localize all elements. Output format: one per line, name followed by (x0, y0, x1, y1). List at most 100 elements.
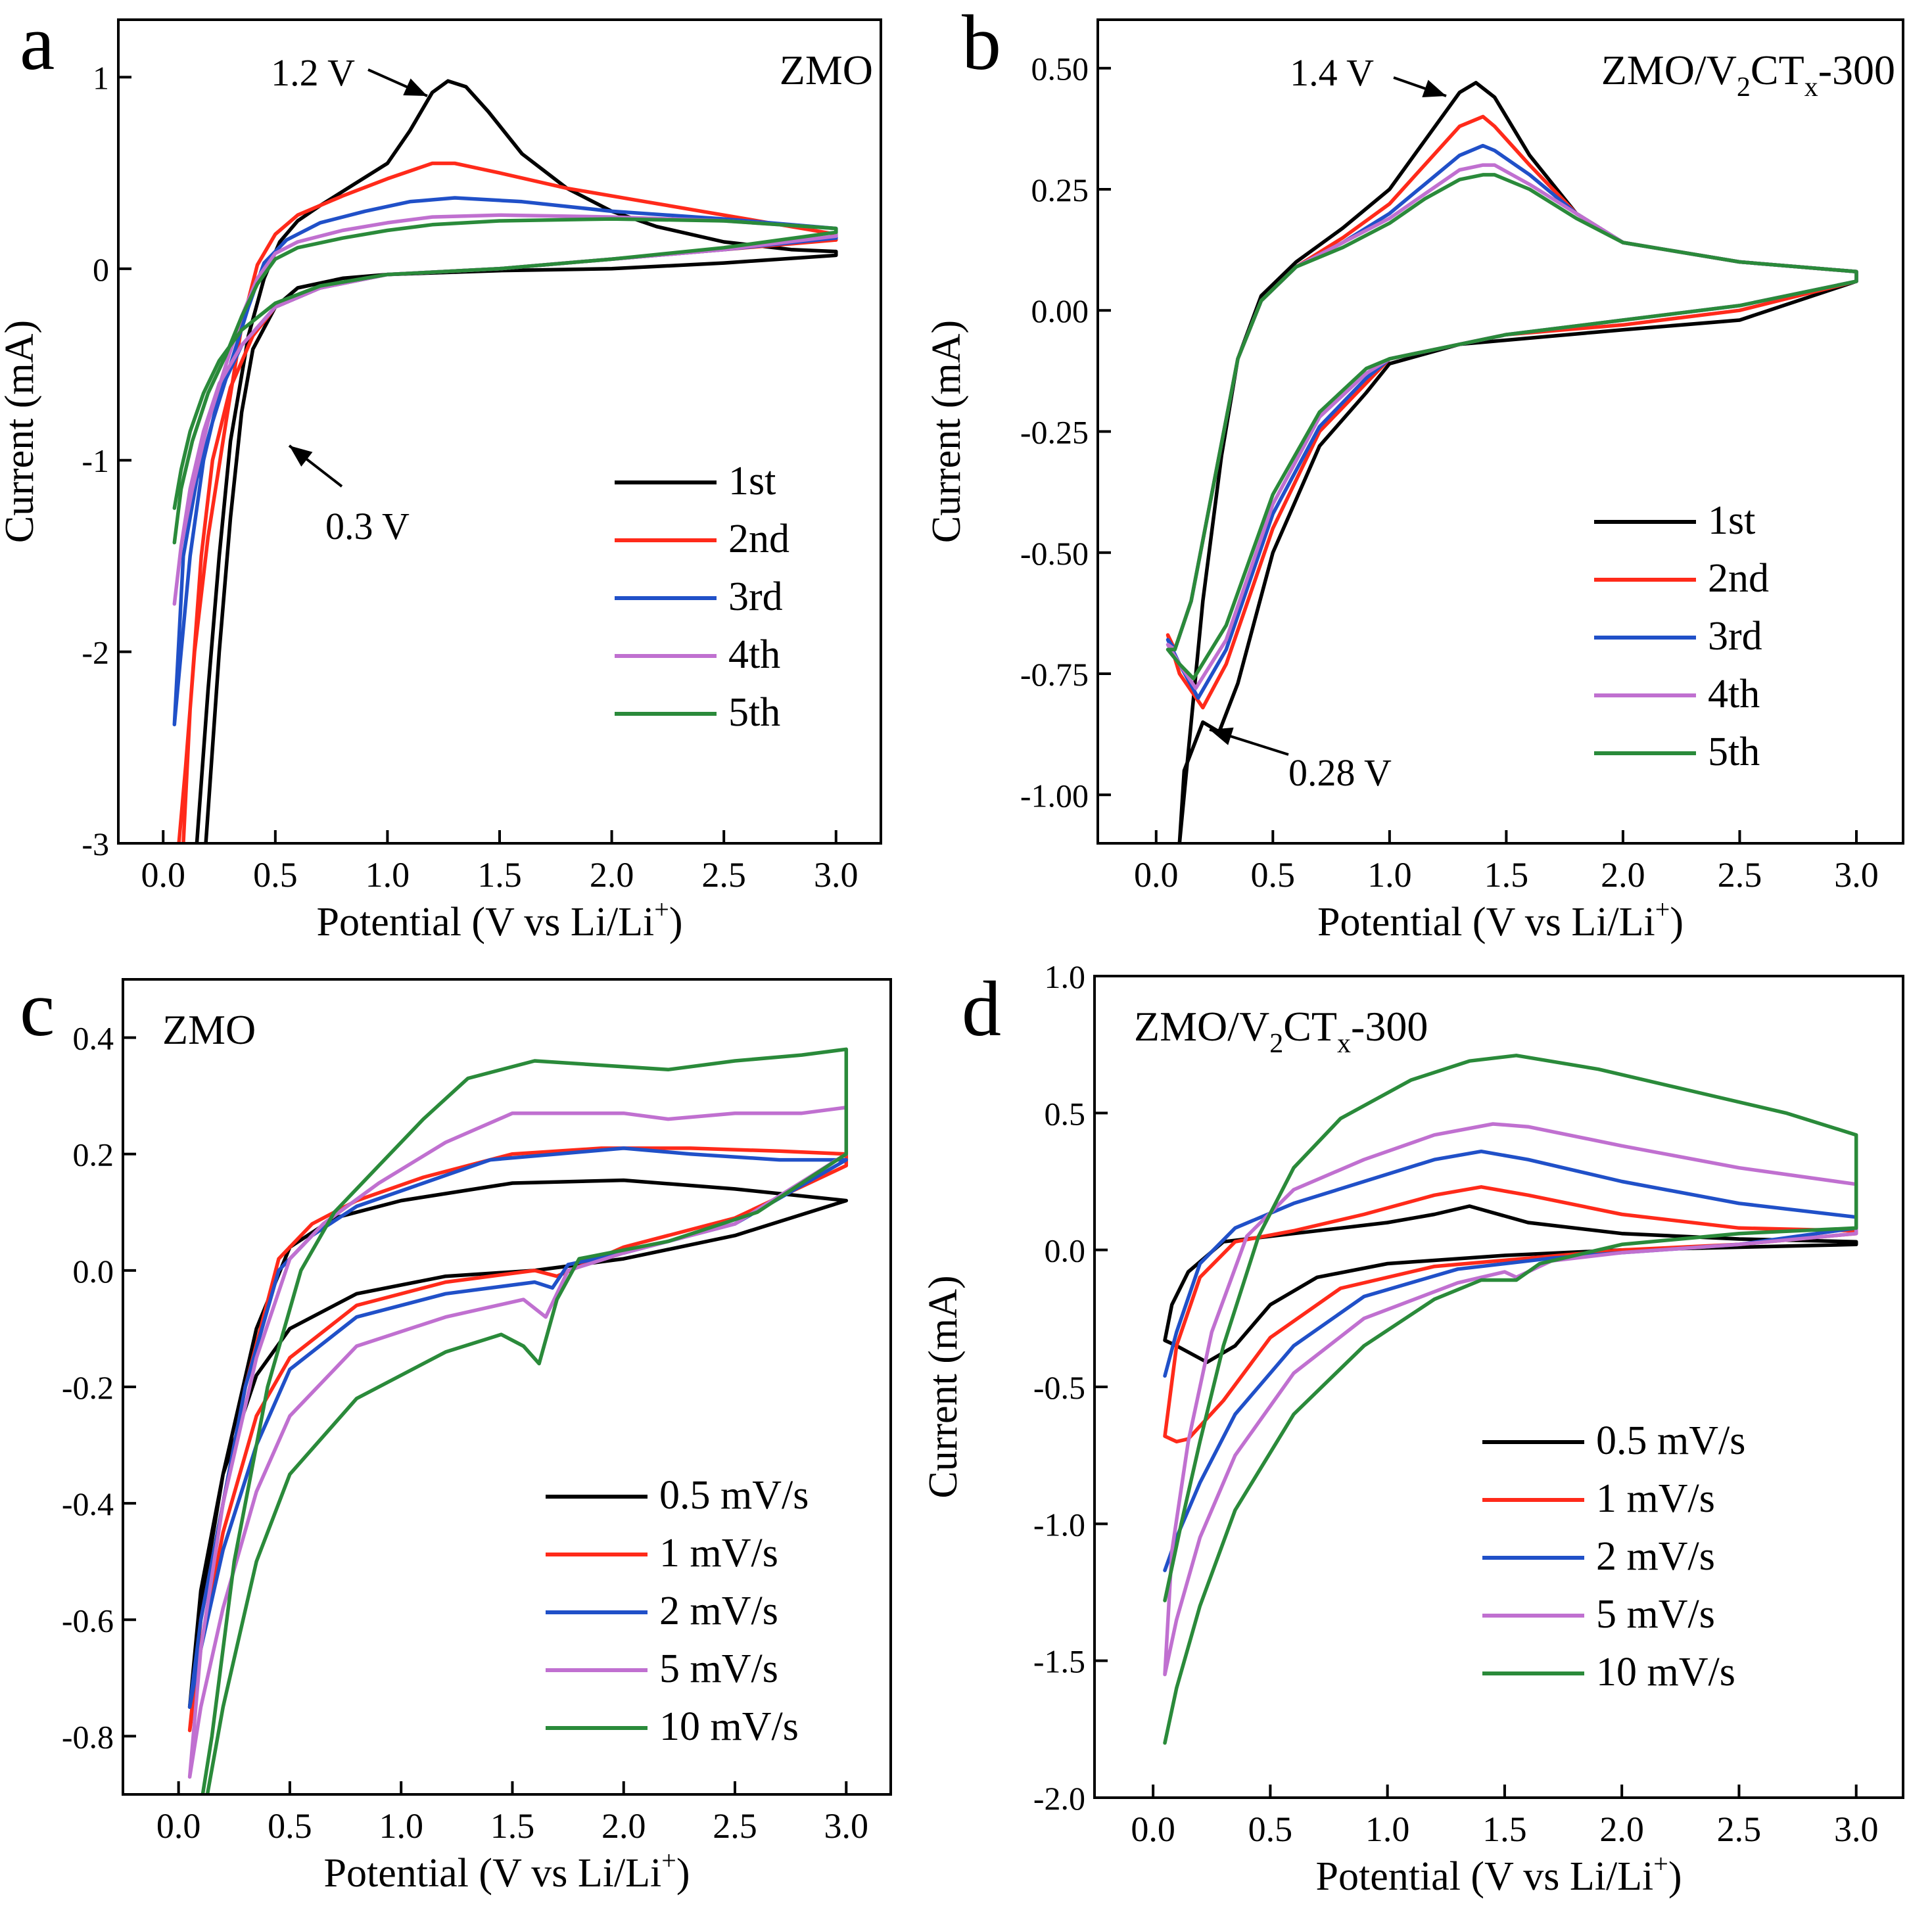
chart-panel-b: 0.0 0.5 1.0 1.5 2.0 2.5 3.0 0.50 0.25 0.00 -0.25 -0… (924, 0, 1904, 945)
x-tick-label: 2.0 (1599, 1810, 1644, 1849)
annotation-arrow-head (289, 446, 313, 467)
x-tick-label: 0.5 (268, 1806, 312, 1846)
legend: 0.5 mV/s 1 mV/s 2 mV/s 5 mV/s 10 mV/s (546, 1473, 809, 1749)
legend-label: 3rd (1708, 614, 1762, 659)
panel-label: c (20, 965, 55, 1052)
sample-label-suffix: -300 (1818, 47, 1895, 93)
y-tick-label: 0.0 (1045, 1232, 1086, 1269)
series-curve (1163, 1185, 1858, 1444)
x-axis-label: Potential (V vs Li/Li+) (324, 1846, 690, 1896)
x-axis-label-close: ) (676, 1851, 690, 1896)
y-tick-label: 0.0 (73, 1253, 114, 1290)
annotation-label: 1.4 V (1290, 51, 1374, 94)
series-curve (1166, 163, 1858, 690)
x-tick-label: 0.0 (1131, 1810, 1175, 1849)
legend-label: 2 mV/s (1596, 1534, 1715, 1579)
y-tick-label: 0.00 (1031, 292, 1089, 329)
x-tick-label: 1.5 (1482, 1810, 1527, 1849)
legend-label: 3rd (728, 574, 783, 619)
x-axis-label-close: ) (669, 900, 683, 945)
x-tick-label: 3.0 (1834, 855, 1879, 895)
sample-label: ZMO/V2CTx-300 (1601, 47, 1895, 103)
y-tick-label: -1 (82, 442, 109, 479)
sample-label-main: ZMO (162, 1006, 256, 1053)
sample-label-suffix: -300 (1351, 1003, 1428, 1050)
y-tick-label: -0.75 (1020, 656, 1089, 693)
sample-label-subscript: 2 (1737, 72, 1751, 103)
y-tick-label: 0 (93, 251, 109, 288)
sample-label: ZMO (780, 47, 873, 93)
sample-label-subscript: x (1804, 72, 1818, 103)
x-tick-label: 2.5 (1717, 1810, 1762, 1849)
legend-label: 10 mV/s (1596, 1650, 1735, 1694)
y-tick-label: -3 (82, 826, 109, 862)
x-tick-label: 3.0 (814, 855, 859, 895)
x-tick-label: 2.5 (1718, 855, 1762, 895)
x-axis-label: Potential (V vs Li/Li+) (317, 895, 683, 945)
y-tick-label: 0.4 (73, 1020, 114, 1057)
x-tick-label: 1.0 (379, 1806, 423, 1846)
legend-label: 2 mV/s (659, 1589, 778, 1633)
annotation-arrow-head (403, 78, 427, 96)
annotation: 0.28 V (1209, 727, 1392, 794)
y-tick-label: -1.0 (1033, 1506, 1085, 1543)
x-tick-label: 0.5 (253, 855, 298, 895)
y-tick-label: -2.0 (1033, 1780, 1085, 1817)
x-axis-label: Potential (V vs Li/Li+) (1316, 1849, 1682, 1899)
x-axis-label-close: ) (1670, 900, 1684, 945)
x-tick-label: 2.5 (701, 855, 746, 895)
x-tick-label: 1.5 (1484, 855, 1529, 895)
series-curve (172, 217, 838, 545)
legend: 1st 2nd 3rd 4th 5th (615, 459, 789, 735)
panel-label: d (962, 965, 1001, 1052)
x-axis-label-superscript: + (1653, 1849, 1668, 1879)
legend-label: 1st (728, 459, 776, 503)
sample-label-subscript: 2 (1269, 1029, 1283, 1059)
y-tick-label: 0.2 (73, 1136, 114, 1173)
series-curve (200, 1047, 849, 1793)
y-tick-label: 1.0 (1045, 958, 1086, 995)
x-tick-label: 2.0 (601, 1806, 646, 1846)
annotation: 0.3 V (288, 444, 410, 548)
x-tick-label: 3.0 (1834, 1810, 1879, 1849)
y-axis-label: Current (mA) (0, 320, 42, 543)
legend-label: 5th (728, 690, 780, 735)
y-tick-label: -0.8 (62, 1718, 114, 1755)
x-tick-label: 0.0 (1134, 855, 1179, 895)
panel-label: b (962, 0, 1001, 86)
y-tick-label: 1 (93, 59, 109, 96)
annotation-label: 0.3 V (325, 505, 410, 548)
x-tick-label: 1.0 (365, 855, 410, 895)
y-axis-label: Current (mA) (921, 1275, 966, 1498)
legend-label: 0.5 mV/s (659, 1473, 809, 1518)
legend-label: 0.5 mV/s (1596, 1418, 1745, 1463)
y-tick-label: -0.2 (62, 1369, 114, 1406)
plot-frame (1096, 18, 1904, 845)
panel-label: a (20, 0, 55, 86)
y-tick-label: -2 (82, 634, 109, 671)
legend: 0.5 mV/s 1 mV/s 2 mV/s 5 mV/s 10 mV/s (1482, 1418, 1745, 1694)
legend-label: 4th (728, 632, 780, 677)
y-tick-label: -1.00 (1020, 777, 1089, 814)
y-tick-label: 0.5 (1045, 1095, 1086, 1132)
legend-label: 2nd (1708, 556, 1769, 601)
legend-label: 10 mV/s (659, 1704, 799, 1749)
y-tick-label: -0.5 (1033, 1369, 1085, 1406)
x-axis-label-superscript: + (661, 1846, 676, 1875)
x-tick-label: 2.0 (590, 855, 634, 895)
legend-label: 5 mV/s (659, 1647, 778, 1691)
sample-label-part: CT (1751, 47, 1804, 93)
chart-panel-a: 0.0 0.5 1.0 1.5 2.0 2.5 3.0 1 0 -1 -2 -3 Potential (… (0, 0, 882, 945)
y-tick-label: -0.25 (1020, 414, 1089, 451)
panels: 0.0 0.5 1.0 1.5 2.0 2.5 3.0 1 0 -1 -2 -3 Potential (… (0, 0, 1904, 1899)
x-tick-label: 2.0 (1601, 855, 1645, 895)
y-tick-label: 0.50 (1031, 51, 1089, 87)
annotation-arrow-head (1422, 80, 1446, 97)
annotation-label: 1.2 V (271, 51, 355, 94)
series-curve (1166, 173, 1858, 681)
annotation-arrow-head (1210, 727, 1234, 745)
x-axis-label-superscript: + (1655, 895, 1670, 924)
series-curve (1163, 1054, 1858, 1745)
legend-label: 4th (1708, 672, 1760, 716)
